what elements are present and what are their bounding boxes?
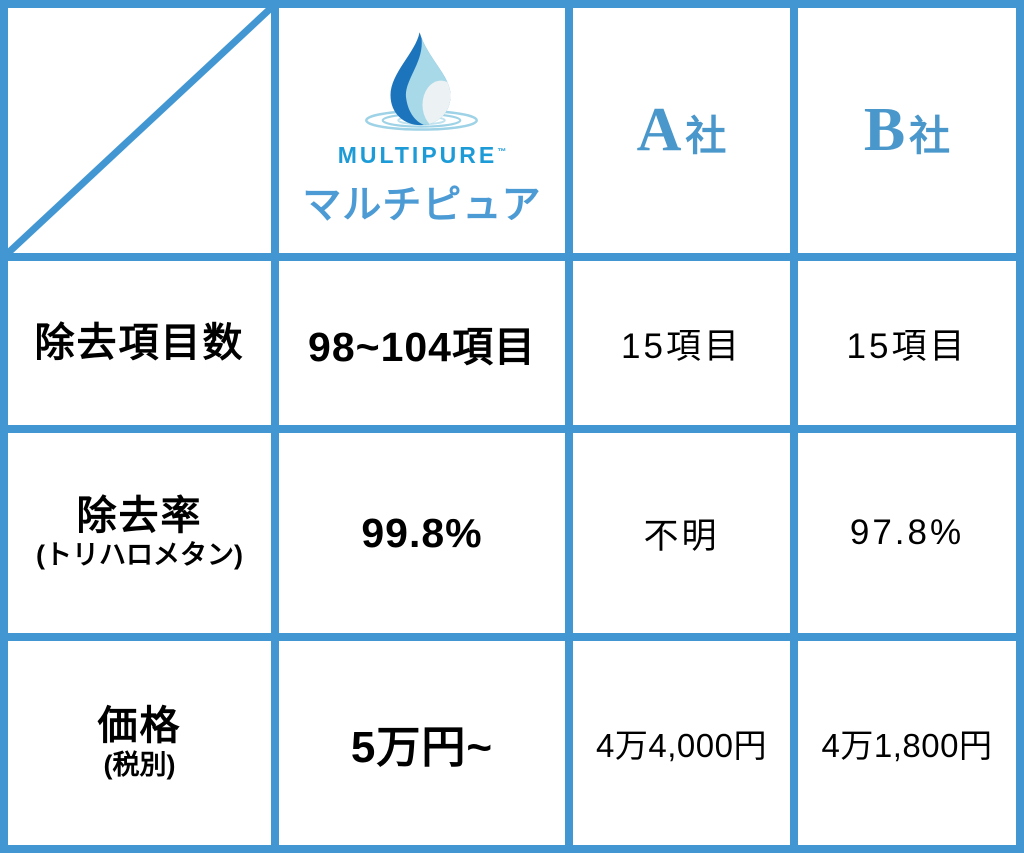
cell-value: 4万1,800円 xyxy=(821,727,993,764)
cell-value: 98~104項目 xyxy=(308,324,536,370)
cell-removal-items-company-b: 15項目 xyxy=(798,261,1016,425)
row-header-label: 除去率 xyxy=(76,494,203,539)
company-b-suffix: 社 xyxy=(909,113,951,159)
cell-removal-items-company-a: 15項目 xyxy=(573,261,790,425)
column-header-company-a: A社 xyxy=(573,8,790,253)
company-a-letter: A xyxy=(636,96,682,164)
row-header-removal-rate: 除去率 (トリハロメタン) xyxy=(8,433,271,633)
company-a-label: A社 xyxy=(637,95,727,166)
row-header-removal-items: 除去項目数 xyxy=(8,261,271,425)
row-header-sublabel: (税別) xyxy=(103,750,176,781)
column-header-company-b: B社 xyxy=(798,8,1016,253)
cell-value: 5万円~ xyxy=(350,723,494,772)
cell-value: 不明 xyxy=(643,516,720,556)
cell-removal-rate-multipure: 99.8% xyxy=(279,433,565,633)
cell-value: 15項目 xyxy=(846,326,968,366)
cell-removal-items-multipure: 98~104項目 xyxy=(279,261,565,425)
water-drop-logo-icon xyxy=(365,32,479,131)
cell-price-company-a: 4万4,000円 xyxy=(573,641,790,845)
cell-removal-rate-company-a: 不明 xyxy=(573,433,790,633)
multipure-logo: MULTIPURE™ マルチピュア xyxy=(302,31,541,230)
company-a-suffix: 社 xyxy=(685,113,727,159)
logo-katakana: マルチピュア xyxy=(302,184,542,227)
column-header-multipure: MULTIPURE™ マルチピュア xyxy=(279,8,565,253)
logo-wordmark-text: MULTIPURE xyxy=(337,142,498,168)
logo-wordmark: MULTIPURE™ xyxy=(338,142,506,169)
cell-value: 15項目 xyxy=(621,326,742,366)
diagonal-line xyxy=(8,8,271,253)
row-header-sublabel: (トリハロメタン) xyxy=(36,540,243,571)
cell-value: 97.8% xyxy=(849,513,965,552)
trademark-symbol: ™ xyxy=(497,146,507,157)
cell-price-company-b: 4万1,800円 xyxy=(798,641,1016,845)
cell-value: 4万4,000円 xyxy=(596,727,767,764)
cell-value: 99.8% xyxy=(361,509,483,556)
cell-price-multipure: 5万円~ xyxy=(279,641,565,845)
row-header-price: 価格 (税別) xyxy=(8,641,271,845)
cell-removal-rate-company-b: 97.8% xyxy=(798,433,1016,633)
row-header-label: 価格 xyxy=(97,704,182,749)
row-header-label: 除去項目数 xyxy=(34,321,245,365)
company-b-label: B社 xyxy=(864,95,950,166)
company-b-letter: B xyxy=(863,96,906,164)
corner-cell xyxy=(8,8,271,253)
